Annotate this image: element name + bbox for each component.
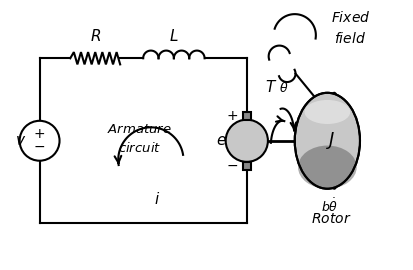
Ellipse shape: [295, 93, 360, 189]
Text: $T$: $T$: [265, 79, 277, 95]
Text: +: +: [34, 127, 45, 141]
Text: +: +: [226, 109, 238, 123]
Text: $\theta$: $\theta$: [279, 81, 289, 95]
Text: $b\dot{\theta}$: $b\dot{\theta}$: [320, 197, 338, 215]
Text: $i$: $i$: [154, 191, 160, 207]
Ellipse shape: [328, 93, 341, 189]
Ellipse shape: [298, 146, 357, 189]
FancyBboxPatch shape: [242, 162, 251, 170]
Circle shape: [225, 120, 268, 162]
Text: $Armature$: $Armature$: [107, 123, 172, 136]
FancyBboxPatch shape: [242, 112, 251, 120]
Text: $circuit$: $circuit$: [118, 141, 161, 156]
Text: $R$: $R$: [90, 28, 101, 44]
Text: −: −: [226, 159, 238, 173]
Text: $Rotor$: $Rotor$: [311, 212, 351, 226]
Text: $v$: $v$: [15, 133, 26, 148]
Text: $Fixed$
$field$: $Fixed$ $field$: [331, 9, 370, 46]
Circle shape: [20, 121, 59, 161]
Ellipse shape: [304, 100, 350, 124]
Text: −: −: [34, 140, 45, 154]
Text: $e$: $e$: [216, 133, 227, 148]
Text: $L$: $L$: [169, 28, 179, 44]
Text: $J$: $J$: [326, 130, 336, 151]
